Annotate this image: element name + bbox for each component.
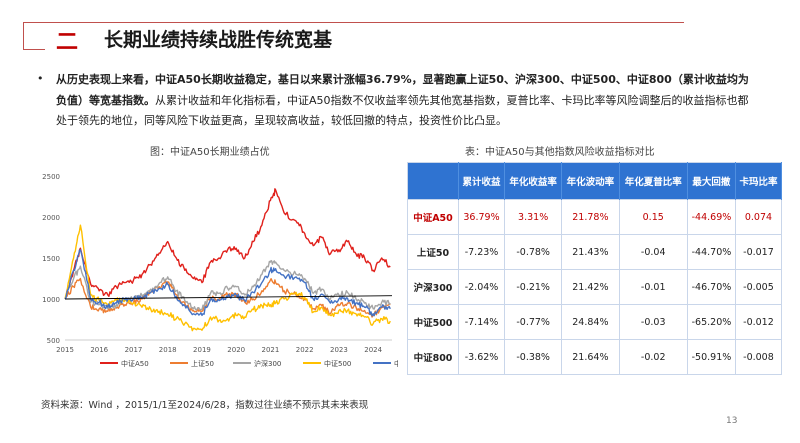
- y-tick-label: 1500: [42, 255, 60, 263]
- table-cell: -0.012: [735, 304, 783, 340]
- body-normal-text: 从累计收益和年化指标看，中证A50指数不仅收益率领先其他宽基指数，夏普比率、卡玛…: [56, 93, 749, 128]
- x-tick-label: 2015: [56, 346, 74, 354]
- table-header-cell: 卡玛比率: [735, 162, 783, 200]
- table-cell: 36.79%: [458, 199, 506, 235]
- table-header-cell: 最大回撤: [687, 162, 736, 200]
- page-number: 13: [726, 416, 738, 426]
- table-cell: -7.14%: [458, 304, 506, 340]
- legend-label: 沪深300: [254, 359, 281, 368]
- x-tick-label: 2019: [193, 346, 211, 354]
- table-cell: -46.70%: [687, 269, 736, 305]
- section-number: 二: [56, 30, 79, 55]
- legend-label: 中证800: [394, 359, 398, 368]
- table-row: 中证A50 36.79% 3.31% 21.78% 0.15 -44.69% 0…: [407, 199, 783, 235]
- table-cell: -65.20%: [687, 304, 736, 340]
- series-line-2: [64, 259, 391, 311]
- table-row: 中证800 -3.62% -0.38% 21.64% -0.02 -50.91%…: [407, 339, 783, 375]
- table-cell: -0.21%: [504, 269, 563, 305]
- table-cell: 21.78%: [561, 199, 620, 235]
- table-header-cell: 年化夏普比率: [619, 162, 688, 200]
- row-label: 中证800: [407, 339, 459, 375]
- table-row: 上证50 -7.23% -0.78% 21.43% -0.04 -44.70% …: [407, 234, 783, 270]
- y-tick-label: 2500: [42, 173, 60, 181]
- table-cell: -0.04: [619, 234, 688, 270]
- table-cell: -0.38%: [504, 339, 563, 375]
- table-cell: -0.005: [735, 269, 783, 305]
- table-cell: -7.23%: [458, 234, 506, 270]
- table-row: 中证500 -7.14% -0.77% 24.84% -0.03 -65.20%…: [407, 304, 783, 340]
- bullet-marker: •: [37, 72, 44, 85]
- x-tick-label: 2022: [296, 346, 314, 354]
- table-cell: -0.008: [735, 339, 783, 375]
- x-tick-label: 2023: [330, 346, 348, 354]
- table-cell: 21.64%: [561, 339, 620, 375]
- chart-caption: 图：中证A50长期业绩占优: [150, 147, 270, 158]
- table-cell: -0.017: [735, 234, 783, 270]
- body-bold-text: 从历史表现上来看，中证A50长期收益稳定，基日以来累计涨幅36.79%，显著跑赢…: [56, 73, 749, 107]
- header-frame-corner: [23, 49, 45, 50]
- x-tick-label: 2024: [364, 346, 382, 354]
- x-tick-label: 2020: [227, 346, 245, 354]
- series-line-3: [64, 224, 391, 332]
- table-cell: -0.78%: [504, 234, 563, 270]
- table-header-cell: [407, 162, 459, 200]
- table-cell: -44.69%: [687, 199, 736, 235]
- x-tick-label: 2016: [90, 346, 108, 354]
- source-note: 资料来源：Wind ，2015/1/1至2024/6/28，指数过往业绩不预示其…: [41, 400, 369, 411]
- x-tick-label: 2017: [125, 346, 143, 354]
- body-paragraph: 从历史表现上来看，中证A50长期收益稳定，基日以来累计涨幅36.79%，显著跑赢…: [56, 70, 756, 132]
- table-caption: 表：中证A50与其他指数风险收益指标对比: [465, 147, 655, 158]
- header-frame: [23, 22, 684, 50]
- legend-label: 中证A50: [121, 359, 149, 368]
- table-cell: -2.04%: [458, 269, 506, 305]
- row-label: 中证500: [407, 304, 459, 340]
- y-tick-label: 500: [47, 337, 60, 345]
- legend-label: 上证50: [191, 359, 214, 368]
- table-header-row: 累计收益 年化收益率 年化波动率 年化夏普比率 最大回撤 卡玛比率: [407, 162, 783, 200]
- table-cell: 21.43%: [561, 234, 620, 270]
- table-cell: -50.91%: [687, 339, 736, 375]
- y-tick-label: 1000: [42, 296, 60, 304]
- table-header-cell: 累计收益: [458, 162, 506, 200]
- table-row: 沪深300 -2.04% -0.21% 21.42% -0.01 -46.70%…: [407, 269, 783, 305]
- table-cell: -0.77%: [504, 304, 563, 340]
- series-line-0: [64, 188, 391, 300]
- table-header-cell: 年化收益率: [504, 162, 563, 200]
- table-cell: 21.42%: [561, 269, 620, 305]
- table-cell: 0.074: [735, 199, 783, 235]
- table-cell: 3.31%: [504, 199, 563, 235]
- x-tick-label: 2021: [262, 346, 280, 354]
- table-cell: -0.03: [619, 304, 688, 340]
- table-cell: 24.84%: [561, 304, 620, 340]
- table-header-cell: 年化波动率: [561, 162, 620, 200]
- page-title: 长期业绩持续战胜传统宽基: [104, 29, 333, 51]
- table-cell: -0.01: [619, 269, 688, 305]
- table-cell: -3.62%: [458, 339, 506, 375]
- table-cell: 0.15: [619, 199, 688, 235]
- row-label: 中证A50: [407, 199, 459, 235]
- performance-line-chart: 500 1000 1500 2000 2500 2015 2016 2017 2018 2019 2…: [42, 173, 398, 368]
- series-line-1: [64, 277, 391, 318]
- row-label: 沪深300: [407, 269, 459, 305]
- metrics-table: 累计收益 年化收益率 年化波动率 年化夏普比率 最大回撤 卡玛比率 中证A50 …: [407, 162, 783, 375]
- reference-line: [64, 295, 393, 300]
- y-tick-label: 2000: [42, 214, 60, 222]
- x-tick-label: 2018: [159, 346, 177, 354]
- table-cell: -0.02: [619, 339, 688, 375]
- table-cell: -44.70%: [687, 234, 736, 270]
- row-label: 上证50: [407, 234, 459, 270]
- legend-label: 中证500: [324, 359, 351, 368]
